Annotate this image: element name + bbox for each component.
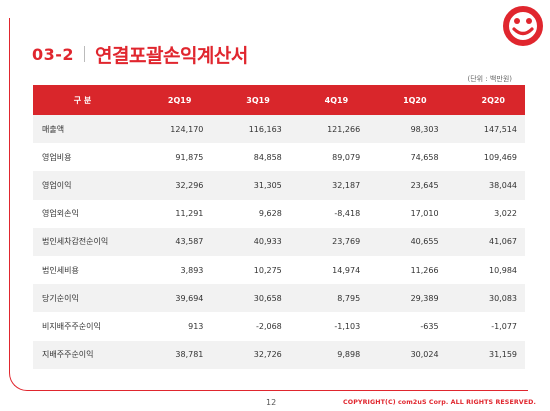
table-cell: 39,694 [133, 284, 212, 313]
table-cell: -1,103 [289, 312, 369, 341]
page-number: 12 [266, 398, 277, 407]
header-divider [84, 46, 86, 62]
table-cell: 84,858 [211, 143, 290, 172]
table-header-row: 구 분 2Q19 3Q19 4Q19 1Q20 2Q20 [33, 85, 525, 115]
table-cell: 31,159 [446, 340, 525, 369]
table-cell: -1,077 [446, 312, 525, 341]
page-frame [9, 18, 528, 391]
table-cell: 32,726 [211, 340, 290, 369]
table-cell: 32,296 [133, 171, 212, 200]
row-label: 비지배주주순이익 [33, 312, 133, 341]
table-cell: 29,389 [368, 284, 447, 313]
table-cell: 11,266 [368, 255, 447, 285]
table-cell: -2,068 [211, 312, 290, 341]
row-label: 매출액 [33, 115, 133, 144]
table-row: 영업비용 91,875 84,858 89,079 74,658 109,469 [33, 143, 525, 172]
table-cell: 116,163 [211, 115, 290, 144]
table-cell: 10,984 [446, 255, 525, 285]
table-cell: -635 [368, 312, 447, 341]
table-cell: 23,645 [368, 171, 447, 200]
table-cell: 41,067 [446, 227, 525, 256]
table-cell: 91,875 [133, 143, 212, 172]
copyright-notice: COPYRIGHT(C) com2uS Corp. ALL RIGHTS RES… [343, 399, 536, 406]
table-row: 법인세비용 3,893 10,275 14,974 11,266 10,984 [33, 255, 525, 285]
row-label: 당기순이익 [33, 284, 133, 313]
column-header: 구 분 [33, 85, 133, 115]
table-cell: 147,514 [446, 115, 525, 144]
table-cell: 10,275 [211, 255, 290, 285]
row-label: 영업외손익 [33, 199, 133, 228]
table-cell: 89,079 [289, 143, 369, 172]
table-cell: 9,898 [289, 340, 369, 369]
table-cell: 3,022 [446, 199, 525, 228]
table-cell: 23,769 [289, 227, 369, 256]
table-cell: 32,187 [289, 171, 369, 200]
table-cell: 9,628 [211, 199, 290, 228]
table-cell: 124,170 [133, 115, 212, 144]
table-cell: 17,010 [368, 199, 447, 228]
row-label: 법인세비용 [33, 255, 133, 285]
row-label: 지배주주순이익 [33, 340, 133, 369]
table-row: 당기순이익 39,694 30,658 8,795 29,389 30,083 [33, 284, 525, 313]
table-cell: 30,024 [368, 340, 447, 369]
page-header: 03-2 연결포괄손익계산서 [32, 41, 248, 67]
table-cell: 913 [133, 312, 212, 341]
table-row: 매출액 124,170 116,163 121,266 98,303 147,514 [33, 115, 525, 144]
table-cell: 14,974 [289, 255, 369, 285]
table-body: 매출액 124,170 116,163 121,266 98,303 147,514 영업비… [33, 115, 525, 369]
row-label: 영업비용 [33, 143, 133, 172]
table-row: 영업외손익 11,291 9,628 -8,418 17,010 3,022 [33, 199, 525, 228]
table-cell: 43,587 [133, 227, 212, 256]
table-cell: 11,291 [133, 199, 212, 228]
table-cell: 109,469 [446, 143, 525, 172]
table-cell: 40,933 [211, 227, 290, 256]
page-title: 연결포괄손익계산서 [95, 44, 248, 67]
table-cell: 98,303 [368, 115, 447, 144]
table-cell: 30,083 [446, 284, 525, 313]
table-cell: 38,781 [133, 340, 212, 369]
table-cell: 30,658 [211, 284, 290, 313]
column-header: 3Q19 [211, 85, 290, 115]
column-header: 4Q19 [289, 85, 369, 115]
smiley-logo-icon [503, 6, 543, 46]
table-cell: 121,266 [289, 115, 369, 144]
table-cell: 38,044 [446, 171, 525, 200]
column-header: 2Q20 [446, 85, 525, 115]
table-cell: 31,305 [211, 171, 290, 200]
table-cell: 74,658 [368, 143, 447, 172]
table-cell: 8,795 [289, 284, 369, 313]
table-cell: -8,418 [289, 199, 369, 228]
row-label: 영업이익 [33, 171, 133, 200]
column-header: 2Q19 [133, 85, 212, 115]
table-row: 영업이익 32,296 31,305 32,187 23,645 38,044 [33, 171, 525, 200]
table-cell: 40,655 [368, 227, 447, 256]
column-header: 1Q20 [368, 85, 447, 115]
table-row: 법인세차감전순이익 43,587 40,933 23,769 40,655 41,067 [33, 227, 525, 256]
table-cell: 3,893 [133, 255, 212, 285]
section-number: 03-2 [32, 44, 75, 64]
row-label: 법인세차감전순이익 [33, 227, 133, 256]
table-row: 비지배주주순이익 913 -2,068 -1,103 -635 -1,077 [33, 312, 525, 341]
income-statement-table: 구 분 2Q19 3Q19 4Q19 1Q20 2Q20 매출액 124,170 116,16… [33, 85, 525, 369]
unit-note: (단위 : 백만원) [467, 75, 512, 83]
table-row: 지배주주순이익 38,781 32,726 9,898 30,024 31,159 [33, 340, 525, 369]
